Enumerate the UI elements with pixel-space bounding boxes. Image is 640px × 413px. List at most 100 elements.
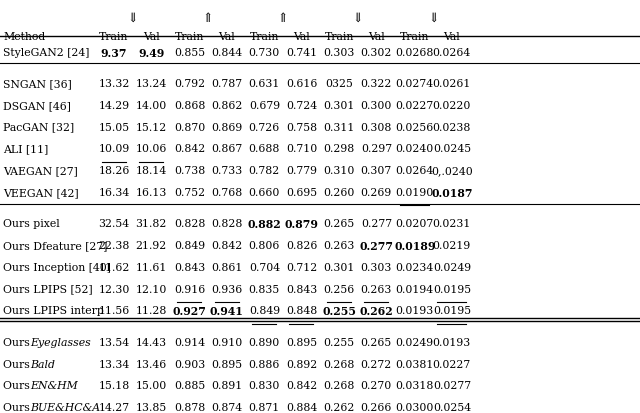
Text: 0.0274: 0.0274 <box>396 79 434 89</box>
Text: 0.914: 0.914 <box>174 338 205 348</box>
Text: 0.0245: 0.0245 <box>433 145 471 154</box>
Text: 11.56: 11.56 <box>99 306 129 316</box>
Text: 0.272: 0.272 <box>361 360 392 370</box>
Text: 11.28: 11.28 <box>135 306 167 316</box>
Text: Ours pixel: Ours pixel <box>3 219 60 229</box>
Text: 0.870: 0.870 <box>174 123 205 133</box>
Text: Train: Train <box>324 32 354 42</box>
Text: 0.726: 0.726 <box>249 123 280 133</box>
Text: 14.43: 14.43 <box>136 338 166 348</box>
Text: 0.895: 0.895 <box>286 338 317 348</box>
Text: 9.37: 9.37 <box>100 47 127 59</box>
Text: 11.61: 11.61 <box>135 263 167 273</box>
Text: 0.311: 0.311 <box>323 123 355 133</box>
Text: 0.0261: 0.0261 <box>433 79 471 89</box>
Text: Ours LPIPS [52]: Ours LPIPS [52] <box>3 285 93 294</box>
Text: 0.787: 0.787 <box>211 79 242 89</box>
Text: 0.300: 0.300 <box>360 101 392 111</box>
Text: 0.768: 0.768 <box>211 188 242 198</box>
Text: 0.0264: 0.0264 <box>396 166 434 176</box>
Text: 15.12: 15.12 <box>136 123 166 133</box>
Text: 0.0234: 0.0234 <box>396 263 434 273</box>
Text: 0.903: 0.903 <box>174 360 205 370</box>
Text: 0.878: 0.878 <box>174 403 205 413</box>
Text: 0.0381: 0.0381 <box>396 360 434 370</box>
Text: 0.895: 0.895 <box>211 360 242 370</box>
Text: 0.301: 0.301 <box>323 101 355 111</box>
Text: Val: Val <box>444 32 460 42</box>
Text: 0.0194: 0.0194 <box>396 285 434 294</box>
Text: 0.861: 0.861 <box>211 263 243 273</box>
Text: 0.849: 0.849 <box>249 306 280 316</box>
Text: 0.879: 0.879 <box>285 219 318 230</box>
Text: 0.886: 0.886 <box>248 360 280 370</box>
Text: Ours: Ours <box>3 338 33 348</box>
Text: Val: Val <box>218 32 235 42</box>
Text: VAEGAN [27]: VAEGAN [27] <box>3 166 78 176</box>
Text: 0.910: 0.910 <box>211 338 242 348</box>
Text: 0.265: 0.265 <box>361 338 392 348</box>
Text: 0.268: 0.268 <box>323 360 355 370</box>
Text: Train: Train <box>175 32 204 42</box>
Text: 0.0300: 0.0300 <box>396 403 434 413</box>
Text: 0.307: 0.307 <box>361 166 392 176</box>
Text: 0.0195: 0.0195 <box>433 306 471 316</box>
Text: 0.0219: 0.0219 <box>433 241 471 251</box>
Text: 0.302: 0.302 <box>360 47 392 58</box>
Text: 0.869: 0.869 <box>211 123 242 133</box>
Text: 0.733: 0.733 <box>211 166 242 176</box>
Text: 0.0207: 0.0207 <box>396 219 434 229</box>
Text: 0.310: 0.310 <box>323 166 355 176</box>
Text: 0.262: 0.262 <box>360 306 393 317</box>
Text: 0.738: 0.738 <box>174 166 205 176</box>
Text: 0.277: 0.277 <box>359 241 394 252</box>
Text: 0.843: 0.843 <box>174 263 205 273</box>
Text: 14.29: 14.29 <box>99 101 129 111</box>
Text: 0.322: 0.322 <box>360 79 392 89</box>
Text: 12.30: 12.30 <box>98 285 130 294</box>
Text: ⇑: ⇑ <box>278 12 288 25</box>
Text: 9.49: 9.49 <box>138 47 164 59</box>
Text: 13.85: 13.85 <box>136 403 166 413</box>
Text: 14.00: 14.00 <box>136 101 166 111</box>
Text: 18.14: 18.14 <box>136 166 166 176</box>
Text: 0.741: 0.741 <box>286 47 317 58</box>
Text: 0.0268: 0.0268 <box>396 47 434 58</box>
Text: 0.844: 0.844 <box>211 47 242 58</box>
Text: 0.868: 0.868 <box>173 101 205 111</box>
Text: 0.303: 0.303 <box>323 47 355 58</box>
Text: 15.18: 15.18 <box>99 381 129 392</box>
Text: 0.303: 0.303 <box>360 263 392 273</box>
Text: SNGAN [36]: SNGAN [36] <box>3 79 72 89</box>
Text: VEEGAN [42]: VEEGAN [42] <box>3 188 79 198</box>
Text: 16.34: 16.34 <box>99 188 129 198</box>
Text: 0.885: 0.885 <box>174 381 205 392</box>
Text: 15.05: 15.05 <box>99 123 129 133</box>
Text: Method: Method <box>3 32 45 42</box>
Text: 16.13: 16.13 <box>135 188 167 198</box>
Text: 0.874: 0.874 <box>211 403 242 413</box>
Text: 15.00: 15.00 <box>136 381 166 392</box>
Text: StyleGAN2 [24]: StyleGAN2 [24] <box>3 47 90 58</box>
Text: 0.835: 0.835 <box>249 285 280 294</box>
Text: 0.266: 0.266 <box>360 403 392 413</box>
Text: 0325: 0325 <box>325 79 353 89</box>
Text: 31.82: 31.82 <box>135 219 167 229</box>
Text: 22.38: 22.38 <box>98 241 130 251</box>
Text: 0.0187: 0.0187 <box>431 188 472 199</box>
Text: Eyeglasses: Eyeglasses <box>30 338 91 348</box>
Text: 0.0195: 0.0195 <box>433 285 471 294</box>
Text: 0.0190: 0.0190 <box>396 188 434 198</box>
Text: 0.0277: 0.0277 <box>433 381 471 392</box>
Text: 0.0249: 0.0249 <box>433 263 471 273</box>
Text: 0.269: 0.269 <box>361 188 392 198</box>
Text: 0.842: 0.842 <box>174 145 205 154</box>
Text: 0.941: 0.941 <box>210 306 243 317</box>
Text: 0.752: 0.752 <box>174 188 205 198</box>
Text: 0.0254: 0.0254 <box>433 403 471 413</box>
Text: 0.0227: 0.0227 <box>433 360 471 370</box>
Text: Train: Train <box>250 32 279 42</box>
Text: 0.688: 0.688 <box>248 145 280 154</box>
Text: 0.842: 0.842 <box>286 381 317 392</box>
Text: Train: Train <box>400 32 429 42</box>
